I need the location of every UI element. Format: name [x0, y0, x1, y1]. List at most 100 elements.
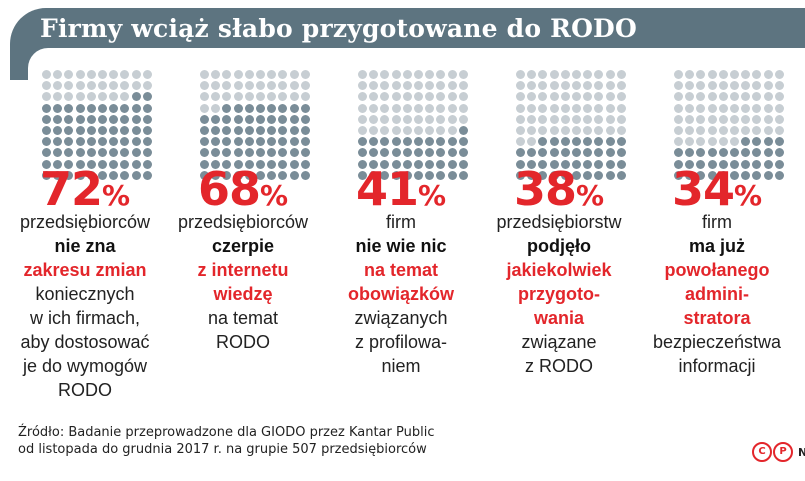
percent-dot — [458, 81, 468, 91]
percent-dot — [718, 92, 728, 102]
percent-dot — [53, 70, 63, 79]
percent-dot — [86, 114, 96, 124]
percent-dot — [369, 170, 379, 180]
percent-dot — [696, 114, 706, 124]
percent-dot — [674, 81, 683, 91]
percent-dot — [696, 103, 706, 113]
percent-dot — [425, 81, 435, 91]
stat-description: firm nie wie nic na temat obowiązków związan… — [316, 210, 486, 378]
percent-dot — [447, 137, 457, 147]
source-note: Źródło: Badanie przeprowadzone dla GIODO… — [18, 424, 434, 458]
percent-dot — [707, 170, 717, 180]
description-line: z internetu — [197, 260, 289, 280]
percent-dot — [358, 159, 367, 169]
percent-dot — [42, 126, 51, 135]
percent-dot — [222, 148, 232, 158]
percent-dot — [86, 159, 96, 169]
percent-dot — [402, 92, 412, 102]
percent-dot — [774, 170, 784, 180]
percent-dot — [616, 92, 626, 102]
percent-dot — [358, 126, 367, 135]
percent-dot — [414, 137, 423, 147]
percent-dot — [741, 159, 751, 169]
percent-dot — [685, 70, 695, 79]
percent-dot — [42, 148, 51, 158]
percent-dot — [730, 114, 739, 124]
percent-dot — [583, 126, 593, 135]
percent-dot — [391, 148, 401, 158]
percent-dot — [267, 148, 277, 158]
percent-dot — [414, 170, 423, 180]
percent-dot — [527, 126, 537, 135]
percent-dot — [402, 159, 412, 169]
percent-dot — [774, 137, 784, 147]
percent-dot — [211, 170, 221, 180]
percent-dot — [436, 137, 446, 147]
percent-dot — [233, 103, 243, 113]
percent-dot — [549, 126, 559, 135]
percent-dot — [109, 170, 119, 180]
percent-dot — [109, 126, 119, 135]
percent-dot — [42, 114, 51, 124]
percent-dot — [402, 114, 412, 124]
percent-dot — [516, 70, 525, 79]
percent-dot — [527, 81, 537, 91]
percent-dot — [436, 126, 446, 135]
percent-dot — [86, 81, 96, 91]
percent-dot — [109, 137, 119, 147]
percent-dot — [605, 148, 615, 158]
percent-dot — [730, 137, 739, 147]
percent-dot — [211, 148, 221, 158]
percent-dot — [300, 126, 310, 135]
percent-dot — [64, 159, 74, 169]
percent-dot — [142, 114, 152, 124]
percent-dot — [572, 159, 581, 169]
percent-dot — [674, 126, 683, 135]
percent-dot — [233, 159, 243, 169]
percent-dot — [741, 70, 751, 79]
percent-dot — [616, 70, 626, 79]
percent-dot — [752, 126, 762, 135]
percent-dot — [718, 81, 728, 91]
percent-dot — [763, 114, 773, 124]
percent-dot — [549, 137, 559, 147]
percent-dot — [211, 70, 221, 79]
description-line: związane — [521, 332, 597, 352]
percent-dot — [244, 81, 254, 91]
percent-dot — [458, 126, 468, 135]
percent-dot — [109, 114, 119, 124]
description-line: ma już — [688, 236, 745, 256]
percent-dot — [211, 103, 221, 113]
percent-dot — [549, 70, 559, 79]
percent-dot — [436, 114, 446, 124]
percent-dot — [142, 148, 152, 158]
percent-dot — [200, 70, 209, 79]
percent-dot — [391, 114, 401, 124]
percent-dot — [594, 126, 604, 135]
percent-dot — [233, 126, 243, 135]
phonogram-icon: P — [773, 442, 793, 462]
percent-dot — [289, 92, 299, 102]
percent-dot — [447, 81, 457, 91]
percent-dot — [200, 170, 209, 180]
percent-dot — [98, 170, 107, 180]
percent-dot — [267, 70, 277, 79]
percent-dot — [53, 114, 63, 124]
percent-dot — [402, 81, 412, 91]
percent-dot — [75, 137, 85, 147]
percent-dot — [685, 137, 695, 147]
percent-dot — [560, 148, 570, 158]
percent-dot — [458, 114, 468, 124]
percent-dot — [222, 70, 232, 79]
description-line: je do wymogów — [22, 356, 148, 376]
percent-value: 72% — [0, 166, 170, 219]
description-line: przedsiębiorców — [177, 212, 309, 232]
percent-dot — [527, 92, 537, 102]
percent-dot — [200, 159, 209, 169]
percent-dot — [109, 103, 119, 113]
percent-dot — [256, 70, 265, 79]
percent-dot — [358, 114, 367, 124]
stat-description: przedsiębiorstw podjęło jakiekolwiek przygo… — [474, 210, 644, 378]
percent-dot — [86, 170, 96, 180]
percent-dot — [583, 103, 593, 113]
